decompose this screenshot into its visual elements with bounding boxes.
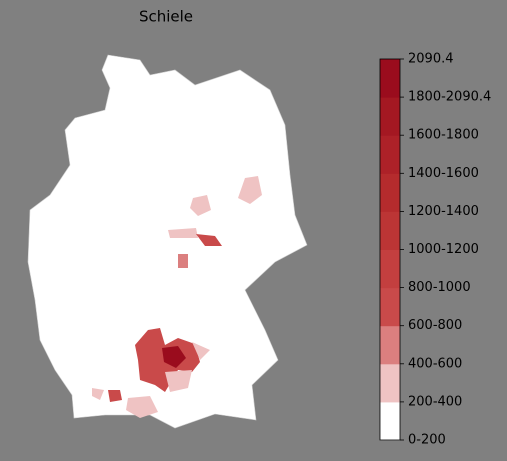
- country-outline: [27, 54, 308, 429]
- colorbar-band: [380, 59, 400, 98]
- colorbar-tick-label: 1200-1400: [408, 204, 479, 219]
- region: [126, 396, 158, 418]
- colorbar-tick-label: 800-1000: [408, 280, 471, 295]
- region: [162, 346, 186, 368]
- region: [168, 228, 198, 238]
- colorbar-tick-label: 1600-1800: [408, 128, 479, 143]
- colorbar-tick-label: 400-600: [408, 356, 462, 371]
- region: [178, 254, 188, 268]
- colorbar-tick-label: 200-400: [408, 394, 462, 409]
- region: [190, 195, 211, 216]
- colorbar-band: [380, 287, 400, 327]
- region: [92, 388, 104, 400]
- region: [192, 342, 210, 360]
- colorbar-tick-label: 0-200: [408, 433, 446, 448]
- colorbar-band: [380, 325, 400, 365]
- colorbar-band: [380, 211, 400, 250]
- colorbar-band: [380, 135, 400, 174]
- colorbar-frame: [379, 58, 401, 441]
- colorbar-band: [380, 97, 400, 136]
- colorbar-tick-label: 600-800: [408, 318, 462, 333]
- region: [238, 176, 262, 204]
- region: [165, 370, 192, 392]
- map: [27, 54, 308, 429]
- colorbar-band: [380, 173, 400, 212]
- colorbar-tick-label: 1400-1600: [408, 166, 479, 181]
- colorbar-band: [380, 401, 400, 441]
- colorbar-band: [380, 249, 400, 289]
- colorbar-tick-label: 2090.4: [408, 52, 454, 67]
- region: [196, 234, 222, 246]
- map-title: Schiele: [139, 8, 193, 26]
- colorbar-tick-label: 1800-2090.4: [408, 90, 491, 105]
- colorbar-band: [380, 363, 400, 403]
- region: [108, 390, 122, 402]
- colorbar-tick-label: 1000-1200: [408, 242, 479, 257]
